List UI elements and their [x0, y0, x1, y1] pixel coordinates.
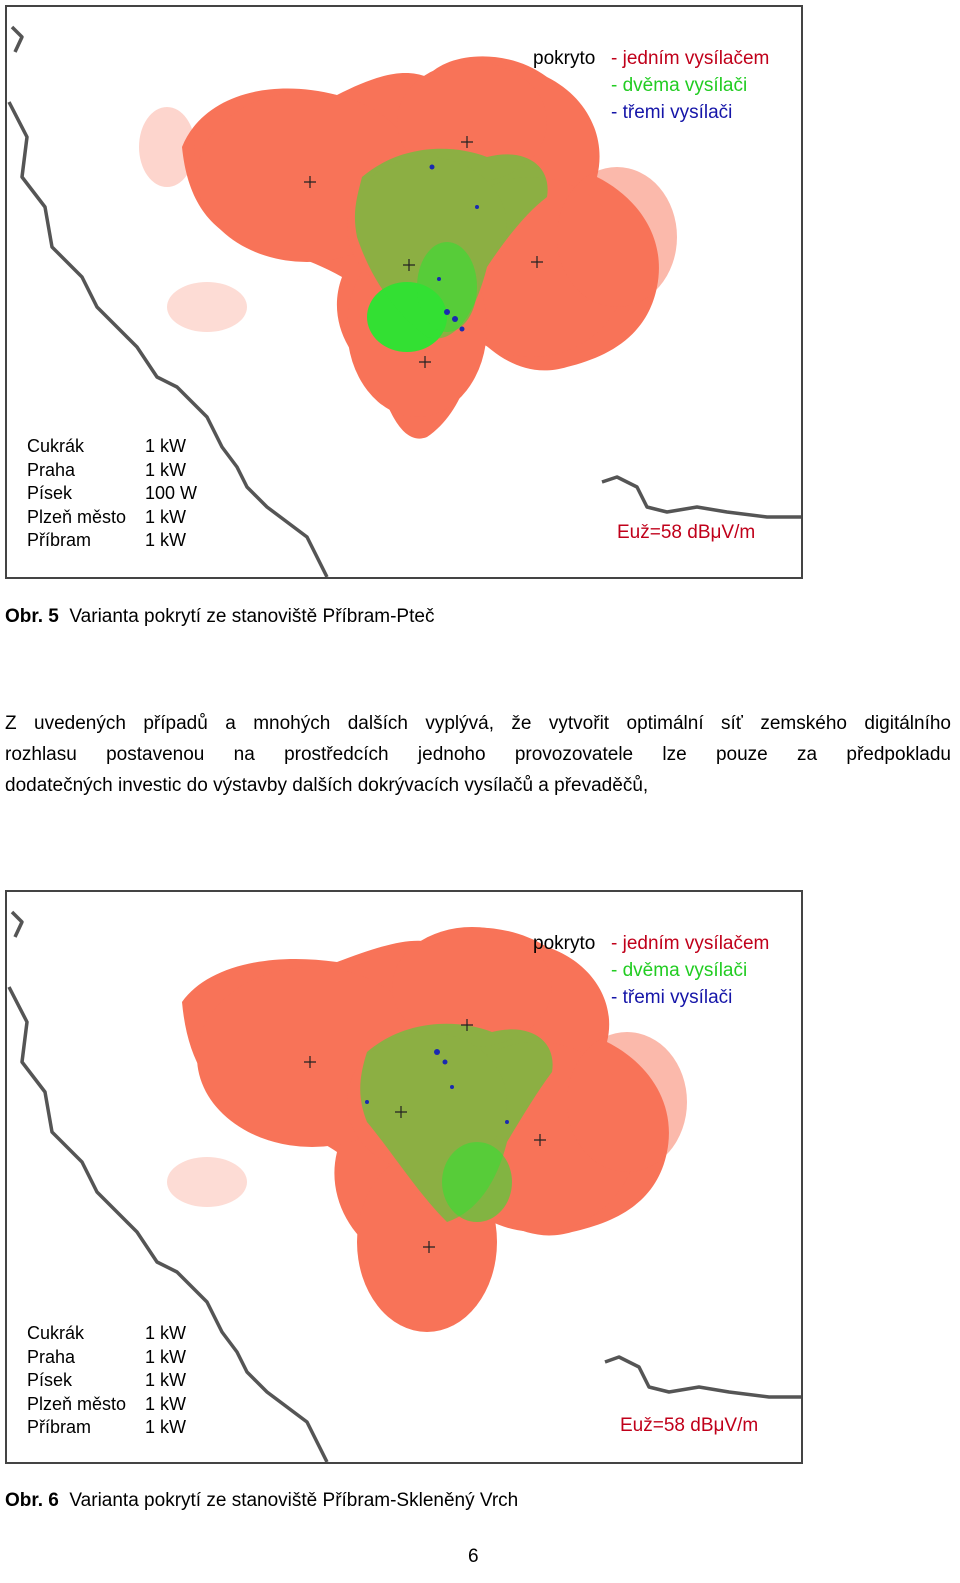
legend-lead: pokryto [533, 933, 596, 954]
station-row: Písek 100 W [27, 482, 197, 506]
figure-caption-6: Obr. 6 Varianta pokrytí ze stanoviště Př… [5, 1490, 518, 1512]
station-power: 1 kW [145, 1346, 187, 1367]
station-name: Písek [27, 483, 73, 503]
caption-label: Obr. 5 [5, 606, 59, 627]
station-row: Příbram 1 kW [27, 1416, 186, 1440]
station-name: Praha [27, 1346, 76, 1367]
legend-lead: pokryto [533, 48, 596, 69]
caption-label: Obr. 6 [5, 1490, 59, 1511]
station-power: 1 kW [145, 459, 187, 480]
station-row: Praha 1 kW [27, 459, 197, 483]
station-name: Praha [27, 459, 76, 480]
station-name: Plzeň město [27, 506, 127, 527]
page-number: 6 [468, 1546, 479, 1567]
paragraph-line: dodatečných investic do výstavby dalších… [5, 775, 649, 796]
station-name: Příbram [27, 530, 92, 550]
body-paragraph: Z uvedených případů a mnohých dalších vy… [5, 708, 951, 801]
station-list: Cukrák 1 kW Praha 1 kW Písek 1 kW Plzeň měs… [23, 1322, 191, 1440]
caption-text: Varianta pokrytí ze stanoviště Příbram-P… [69, 606, 435, 627]
station-name: Písek [27, 1370, 73, 1390]
paragraph-line: rozhlasu postavenou na prostředcích jedn… [5, 744, 951, 765]
station-power: 1 kW [145, 436, 187, 456]
station-power: 1 kW [145, 1370, 187, 1390]
station-power: 1 kW [145, 506, 187, 527]
coverage-map-2: pokryto - jedním vysílačem - dvěma vysíl… [5, 890, 803, 1464]
legend-single-transmitter: - jedním vysílačem [611, 933, 770, 954]
coverage-map-graphic [7, 910, 801, 1462]
caption-text: Varianta pokrytí ze stanoviště Příbram-S… [69, 1490, 519, 1511]
station-row: Praha 1 kW [27, 1346, 186, 1370]
field-strength-label: Euž=58 dBμV/m [616, 1415, 763, 1437]
field-strength-label: Euž=58 dBμV/m [613, 522, 760, 544]
station-name: Cukrák [27, 1323, 85, 1343]
station-power: 100 W [145, 483, 198, 503]
figure-caption-5: Obr. 5 Varianta pokrytí ze stanoviště Př… [5, 606, 434, 628]
legend-three-transmitters: - třemi vysílači [611, 987, 733, 1008]
station-power: 1 kW [145, 1417, 187, 1437]
coverage-map-graphic [7, 25, 801, 577]
station-power: 1 kW [145, 1323, 187, 1343]
station-row: Plzeň město 1 kW [27, 506, 197, 530]
station-row: Cukrák 1 kW [27, 1322, 186, 1346]
station-power: 1 kW [145, 530, 187, 550]
station-row: Plzeň město 1 kW [27, 1393, 186, 1417]
legend-two-transmitters: - dvěma vysílači [611, 960, 748, 981]
paragraph-line: Z uvedených případů a mnohých dalších vy… [5, 713, 951, 734]
station-row: Příbram 1 kW [27, 529, 197, 553]
station-name: Příbram [27, 1417, 92, 1437]
legend-three-transmitters: - třemi vysílači [611, 102, 733, 123]
station-name: Cukrák [27, 436, 85, 456]
station-list: Cukrák 1 kW Praha 1 kW Písek 100 W Plzeň mě… [23, 435, 202, 553]
legend-two-transmitters: - dvěma vysílači [611, 75, 748, 96]
station-row: Cukrák 1 kW [27, 435, 197, 459]
station-name: Plzeň město [27, 1393, 127, 1414]
station-row: Písek 1 kW [27, 1369, 186, 1393]
legend-single-transmitter: - jedním vysílačem [611, 48, 770, 69]
coverage-map-1: pokryto - jedním vysílačem - dvěma vysíl… [5, 5, 803, 579]
station-power: 1 kW [145, 1393, 187, 1414]
